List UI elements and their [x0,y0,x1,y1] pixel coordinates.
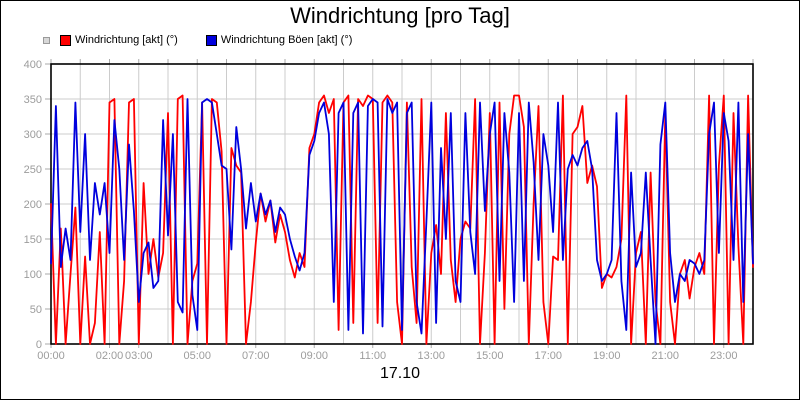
legend-label: Windrichtung Böen [akt] (°) [220,34,353,46]
legend-item-windrichtung-boeen: Windrichtung Böen [akt] (°) [205,34,353,46]
x-tick-label: 11:00 [359,350,386,362]
x-axis-date-label: 17.10 [379,365,421,382]
x-tick-label: 23:00 [710,350,738,362]
x-tick-label: 09:00 [300,350,328,362]
x-tick-label: 21:00 [651,350,679,362]
y-tick-label: 0 [36,339,42,351]
x-tick-label: 00:00 [37,350,65,362]
legend: Windrichtung [akt] (°) Windrichtung Böen… [43,34,380,46]
x-tick-label: 07:00 [242,350,270,362]
y-tick-label: 250 [24,164,42,176]
y-tick-label: 350 [24,94,42,106]
x-tick-label: 17:00 [534,350,562,362]
y-tick-label: 200 [24,199,42,211]
x-tick-label: 02:00 [96,350,124,362]
legend-label: Windrichtung [akt] (°) [75,34,178,46]
x-tick-label: 05:00 [183,350,211,362]
legend-item-windrichtung-akt: Windrichtung [akt] (°) [60,34,178,46]
legend-swatch-red [60,34,71,46]
y-tick-label: 50 [30,304,42,316]
x-tick-label: 19:00 [593,350,621,362]
legend-handle-icon [43,36,50,44]
y-tick-label: 400 [24,59,42,71]
y-tick-label: 100 [24,269,42,281]
x-tick-label: 13:00 [417,350,445,362]
series-line-windrichtung-boeen [50,98,754,345]
chart-title: Windrichtung [pro Tag] [290,3,510,28]
legend-swatch-blue [205,34,217,46]
x-tick-label: 03:00 [125,350,153,362]
x-tick-label: 15:00 [476,350,504,362]
y-tick-label: 150 [24,234,42,246]
y-tick-label: 300 [24,129,42,141]
